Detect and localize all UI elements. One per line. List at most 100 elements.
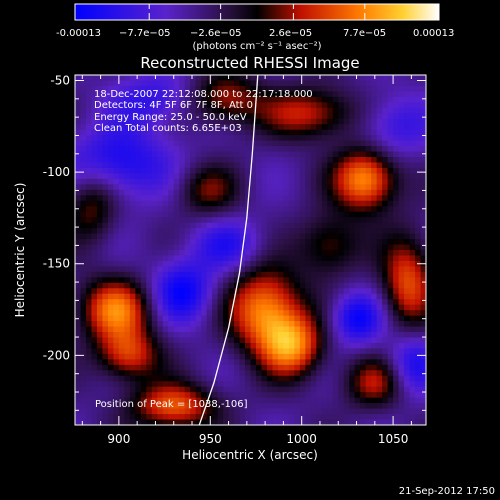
- heatmap-cell: [113, 206, 120, 213]
- heatmap-cell: [124, 222, 131, 229]
- heatmap-cell: [250, 414, 257, 421]
- heatmap-cell: [332, 332, 339, 339]
- heatmap-cell: [382, 102, 389, 109]
- heatmap-cell: [387, 342, 394, 350]
- heatmap-cell: [113, 173, 120, 180]
- heatmap-cell: [354, 332, 361, 339]
- heatmap-cell: [190, 408, 197, 415]
- heatmap-cell: [299, 414, 306, 421]
- heatmap-cell: [146, 151, 153, 158]
- heatmap-cell: [283, 80, 290, 87]
- heatmap-cell: [299, 113, 306, 120]
- heatmap-cell: [316, 200, 323, 207]
- heatmap-cell: [310, 151, 317, 158]
- heatmap-cell: [294, 178, 301, 185]
- heatmap-cell: [305, 277, 312, 284]
- heatmap-cell: [107, 310, 114, 317]
- heatmap-cell: [250, 184, 257, 191]
- heatmap-cell: [80, 244, 87, 251]
- heatmap-cell: [338, 375, 345, 382]
- heatmap-cell: [184, 364, 191, 371]
- heatmap-cell: [349, 392, 356, 399]
- heatmap-cell: [354, 266, 361, 273]
- heatmap-cell: [283, 244, 290, 251]
- heatmap-cell: [91, 129, 98, 136]
- heatmap-cell: [349, 386, 356, 393]
- heatmap-cell: [305, 129, 312, 136]
- heatmap-cell: [398, 75, 405, 82]
- heatmap-cell: [140, 135, 147, 142]
- heatmap-cell: [310, 233, 317, 240]
- heatmap-cell: [387, 151, 394, 158]
- heatmap-cell: [129, 326, 136, 333]
- heatmap-cell: [201, 326, 208, 333]
- heatmap-cell: [321, 326, 328, 333]
- heatmap-cell: [217, 80, 224, 87]
- heatmap-cell: [420, 288, 426, 295]
- heatmap-cell: [283, 124, 290, 131]
- heatmap-cell: [85, 206, 93, 213]
- heatmap-cell: [118, 419, 125, 425]
- heatmap-cell: [409, 282, 416, 289]
- heatmap-cell: [206, 113, 213, 120]
- heatmap-cell: [212, 299, 219, 306]
- heatmap-cell: [349, 282, 356, 289]
- heatmap-cell: [107, 386, 114, 393]
- heatmap-cell: [184, 75, 191, 82]
- heatmap-cell: [327, 359, 334, 366]
- heatmap-cell: [217, 419, 224, 425]
- heatmap-cell: [376, 113, 383, 120]
- heatmap-cell: [387, 326, 394, 333]
- heatmap-cell: [212, 157, 219, 164]
- heatmap-cell: [113, 200, 120, 207]
- heatmap-cell: [223, 315, 230, 322]
- heatmap-cell: [398, 244, 405, 251]
- heatmap-cell: [404, 129, 411, 136]
- heatmap-cell: [393, 375, 400, 382]
- heatmap-cell: [382, 173, 389, 180]
- heatmap-cell: [299, 233, 306, 240]
- heatmap-cell: [310, 239, 317, 246]
- heatmap-cell: [124, 228, 131, 235]
- heatmap-cell: [332, 386, 339, 393]
- heatmap-cell: [179, 124, 186, 131]
- heatmap-cell: [245, 91, 252, 98]
- heatmap-cell: [343, 233, 350, 240]
- heatmap-cell: [234, 75, 241, 82]
- heatmap-cell: [212, 107, 219, 114]
- heatmap-cell: [234, 353, 241, 360]
- heatmap-cell: [321, 348, 328, 355]
- heatmap-cell: [261, 80, 268, 87]
- heatmap-cell: [409, 124, 416, 131]
- heatmap-cell: [173, 129, 180, 136]
- heatmap-cell: [190, 184, 197, 191]
- heatmap-cell: [234, 348, 241, 355]
- heatmap-cell: [124, 239, 131, 246]
- heatmap-cell: [365, 167, 372, 175]
- heatmap-cell: [195, 282, 202, 289]
- heatmap-cell: [277, 129, 284, 136]
- heatmap-cell: [91, 217, 98, 224]
- heatmap-cell: [272, 353, 279, 360]
- heatmap-cell: [184, 375, 191, 382]
- heatmap-cell: [266, 129, 274, 136]
- heatmap-cell: [310, 408, 317, 415]
- heatmap-cell: [85, 146, 93, 153]
- heatmap-cell: [261, 326, 268, 333]
- heatmap-cell: [376, 381, 383, 388]
- heatmap-cell: [129, 332, 136, 339]
- heatmap-cell: [201, 129, 208, 136]
- heatmap-cell: [201, 211, 208, 218]
- heatmap-cell: [283, 140, 290, 147]
- heatmap-cell: [360, 332, 367, 339]
- heatmap-cell: [228, 342, 235, 350]
- heatmap-cell: [146, 364, 153, 371]
- heatmap-cell: [217, 167, 224, 175]
- heatmap-cell: [360, 293, 367, 300]
- heatmap-cell: [272, 102, 279, 109]
- heatmap-cell: [157, 184, 164, 191]
- heatmap-cell: [354, 129, 361, 136]
- heatmap-cell: [75, 228, 82, 235]
- heatmap-cell: [206, 299, 213, 306]
- heatmap-cell: [85, 124, 93, 131]
